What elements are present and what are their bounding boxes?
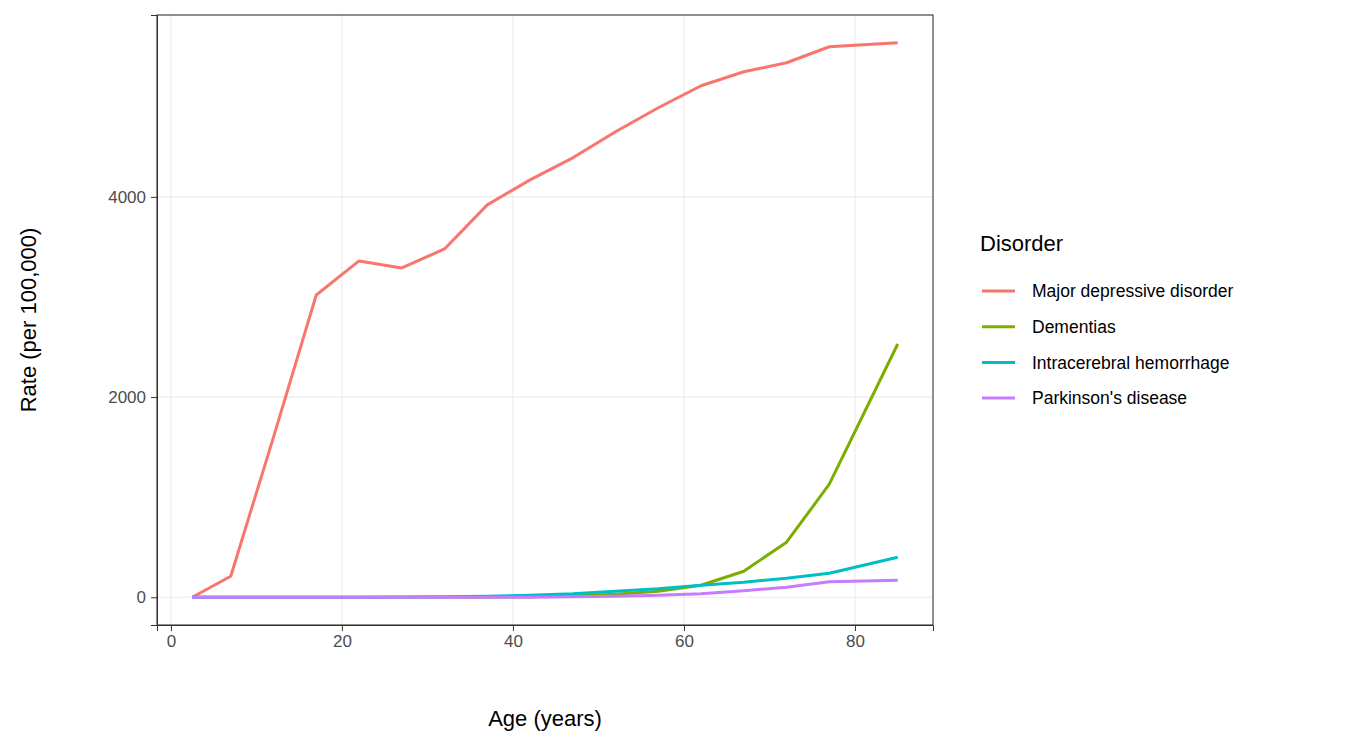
legend-item: Intracerebral hemorrhage — [982, 353, 1229, 373]
series-line — [192, 580, 897, 597]
y-axis-title: Rate (per 100,000) — [16, 228, 41, 413]
y-tick-mark — [151, 197, 157, 198]
legend-label: Dementias — [1032, 317, 1116, 337]
legend-item: Parkinson's disease — [982, 388, 1187, 408]
x-tick-label: 80 — [846, 632, 865, 651]
x-tick: 80 — [846, 625, 865, 651]
x-tick-mark — [513, 625, 514, 631]
y-axis: 0 2000 4000 — [108, 16, 157, 626]
series-line — [192, 557, 897, 597]
series-line — [192, 43, 897, 598]
x-tick: 20 — [333, 625, 352, 651]
legend-key — [982, 325, 1015, 328]
x-tick-mark — [684, 625, 685, 631]
x-axis-line — [158, 626, 934, 632]
series-line — [192, 344, 897, 597]
plot-frame — [157, 15, 933, 625]
legend-label: Intracerebral hemorrhage — [1032, 353, 1229, 373]
legend-item: Major depressive disorder — [982, 281, 1234, 301]
x-tick: 40 — [504, 625, 523, 651]
x-tick: 0 — [167, 625, 176, 651]
y-tick-label: 0 — [137, 588, 146, 607]
grid-line — [157, 196, 933, 197]
chart: 0 20 40 60 80 0 2000 4000 Age (years) Rate (per 1… — [0, 0, 1350, 750]
plot-background — [157, 15, 933, 625]
y-tick: 0 — [137, 588, 157, 607]
x-axis: 0 20 40 60 80 — [158, 625, 934, 651]
y-tick-label: 4000 — [108, 188, 146, 207]
legend-label: Major depressive disorder — [1032, 281, 1234, 301]
grid-line — [512, 15, 513, 625]
grid-line — [341, 15, 342, 625]
y-tick-mark — [151, 397, 157, 398]
y-tick-label: 2000 — [108, 388, 146, 407]
grid-line — [157, 397, 933, 398]
y-tick: 2000 — [108, 388, 157, 407]
x-axis-title: Age (years) — [488, 706, 602, 731]
y-axis-line — [151, 16, 158, 626]
legend-label: Parkinson's disease — [1032, 388, 1187, 408]
x-tick-label: 60 — [675, 632, 694, 651]
legend-key — [982, 290, 1015, 293]
x-tick: 60 — [675, 625, 694, 651]
legend-key — [982, 397, 1015, 400]
lines — [192, 43, 897, 598]
legend-key — [982, 361, 1015, 364]
grid — [157, 15, 933, 625]
grid-line — [170, 15, 171, 625]
legend-item: Dementias — [982, 317, 1116, 337]
x-tick-mark — [855, 625, 856, 631]
legend: Disorder Major depressive disorder Dementi… — [980, 231, 1234, 408]
x-tick-mark — [342, 625, 343, 631]
grid-line — [854, 15, 855, 625]
x-tick-label: 20 — [333, 632, 352, 651]
grid-line — [683, 15, 684, 625]
legend-title: Disorder — [980, 231, 1063, 256]
x-tick-label: 40 — [504, 632, 523, 651]
x-tick-mark — [171, 625, 172, 631]
x-tick-label: 0 — [167, 632, 176, 651]
y-tick-mark — [151, 597, 157, 598]
y-tick: 4000 — [108, 188, 157, 207]
